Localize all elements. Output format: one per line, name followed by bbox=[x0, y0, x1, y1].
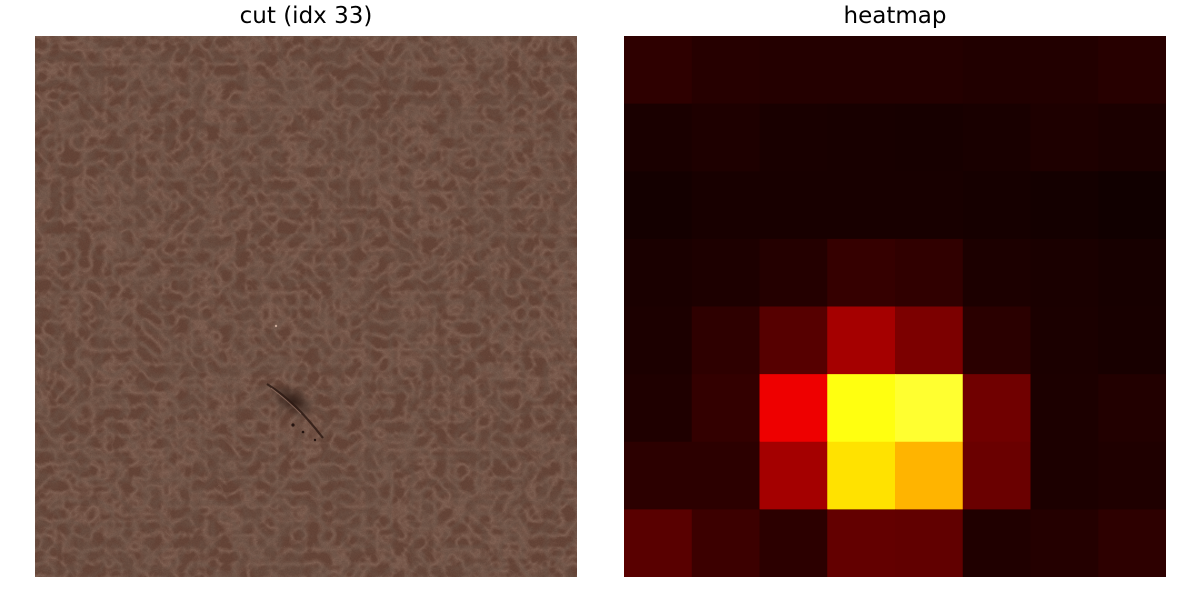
heatmap-cell bbox=[827, 374, 896, 443]
leather-cut-image bbox=[35, 36, 577, 577]
heatmap-cell bbox=[827, 103, 896, 172]
heatmap-cell bbox=[1098, 171, 1166, 240]
heatmap-cell bbox=[759, 441, 828, 510]
heatmap-cell bbox=[895, 509, 964, 577]
right-panel-title: heatmap bbox=[843, 3, 947, 29]
heatmap-cell bbox=[1030, 103, 1099, 172]
heatmap-cell bbox=[827, 36, 896, 105]
heatmap-cell bbox=[1030, 36, 1099, 105]
heatmap-cell bbox=[691, 374, 761, 443]
heatmap-cell bbox=[962, 238, 1032, 308]
heatmap-cell bbox=[624, 238, 693, 308]
heatmap-cell bbox=[895, 171, 964, 240]
heatmap-cell bbox=[759, 103, 828, 172]
heatmap-cell bbox=[962, 36, 1032, 105]
heatmap-cell bbox=[962, 103, 1032, 172]
heatmap-cell bbox=[962, 509, 1032, 577]
heatmap-cell bbox=[1098, 103, 1166, 172]
heatmap-cell bbox=[1098, 509, 1166, 577]
heatmap-cell bbox=[962, 306, 1032, 375]
heatmap-cell bbox=[962, 441, 1032, 510]
heatmap-cell bbox=[624, 374, 693, 443]
heatmap-cell bbox=[1098, 36, 1166, 105]
heatmap-cell bbox=[624, 441, 693, 510]
heatmap-cell bbox=[624, 171, 693, 240]
heatmap-cell bbox=[759, 374, 828, 443]
heatmap-cell bbox=[691, 509, 761, 577]
heatmap-cell bbox=[691, 36, 761, 105]
heatmap-cell bbox=[759, 509, 828, 577]
heatmap-cell bbox=[962, 171, 1032, 240]
heatmap-cell bbox=[895, 306, 964, 375]
heatmap-cell bbox=[895, 441, 964, 510]
heatmap-cell bbox=[895, 103, 964, 172]
heatmap-cell bbox=[624, 103, 693, 172]
heatmap-cell bbox=[624, 36, 693, 105]
heatmap-cell bbox=[691, 171, 761, 240]
heatmap-cell bbox=[827, 306, 896, 375]
heatmap-cell bbox=[1030, 171, 1099, 240]
heatmap-cell bbox=[624, 306, 693, 375]
heatmap-cell bbox=[1098, 374, 1166, 443]
heatmap-cell bbox=[624, 509, 693, 577]
heatmap-cell bbox=[895, 36, 964, 105]
leather-texture bbox=[35, 36, 577, 577]
heatmap-cell bbox=[1098, 306, 1166, 375]
heatmap-cell bbox=[827, 509, 896, 577]
heatmap-cell bbox=[827, 238, 896, 308]
heatmap-cell bbox=[691, 238, 761, 308]
heatmap-cell bbox=[759, 306, 828, 375]
heatmap-cell bbox=[962, 374, 1032, 443]
heatmap-cell bbox=[691, 441, 761, 510]
heatmap-grid bbox=[624, 36, 1166, 577]
heatmap-image bbox=[624, 36, 1166, 577]
heatmap-cell bbox=[1030, 306, 1099, 375]
heatmap-cell bbox=[759, 238, 828, 308]
heatmap-cell bbox=[895, 238, 964, 308]
heatmap-cell bbox=[1030, 441, 1099, 510]
heatmap-cell bbox=[759, 36, 828, 105]
heatmap-cell bbox=[691, 306, 761, 375]
heatmap-cell bbox=[1030, 374, 1099, 443]
heatmap-cell bbox=[1030, 238, 1099, 308]
heatmap-cell bbox=[1098, 238, 1166, 308]
left-panel-title: cut (idx 33) bbox=[239, 3, 373, 29]
heatmap-cell bbox=[1030, 509, 1099, 577]
heatmap-cell bbox=[1098, 441, 1166, 510]
heatmap-cell bbox=[691, 103, 761, 172]
heatmap-cell bbox=[759, 171, 828, 240]
heatmap-cell bbox=[827, 441, 896, 510]
heatmap-cell bbox=[895, 374, 964, 443]
heatmap-cell bbox=[827, 171, 896, 240]
